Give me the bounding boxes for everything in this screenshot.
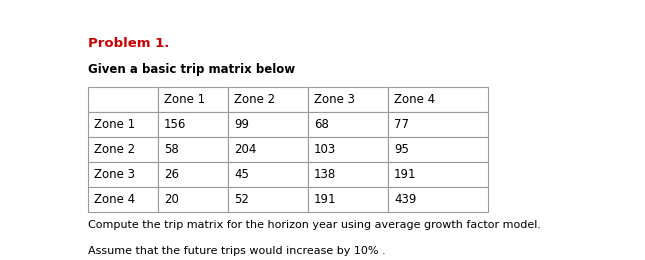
Text: 77: 77 (394, 118, 409, 131)
Text: 439: 439 (394, 193, 417, 206)
Bar (308, 137, 388, 162)
Text: 26: 26 (164, 168, 179, 181)
Text: 138: 138 (314, 168, 336, 181)
Bar (158, 87, 228, 112)
Text: Zone 1: Zone 1 (94, 118, 135, 131)
Bar (308, 187, 388, 212)
Bar (228, 112, 308, 137)
Text: 191: 191 (394, 168, 417, 181)
Bar (88, 162, 158, 187)
Bar (158, 112, 228, 137)
Bar (158, 187, 228, 212)
Bar (158, 162, 228, 187)
Bar (88, 112, 158, 137)
Text: 45: 45 (234, 168, 249, 181)
Text: 68: 68 (314, 118, 329, 131)
Text: Zone 3: Zone 3 (94, 168, 135, 181)
Text: Compute the trip matrix for the horizon year using average growth factor model.: Compute the trip matrix for the horizon … (88, 220, 541, 230)
Text: Zone 2: Zone 2 (94, 143, 135, 156)
Bar (88, 187, 158, 212)
Bar (388, 87, 488, 112)
Bar (158, 137, 228, 162)
Text: 204: 204 (234, 143, 257, 156)
Text: 58: 58 (164, 143, 179, 156)
Bar (388, 112, 488, 137)
Bar (228, 137, 308, 162)
Bar (308, 87, 388, 112)
Bar (388, 187, 488, 212)
Text: 191: 191 (314, 193, 337, 206)
Text: Zone 1: Zone 1 (164, 93, 205, 106)
Text: Given a basic trip matrix below: Given a basic trip matrix below (88, 63, 295, 76)
Bar (388, 162, 488, 187)
Text: 156: 156 (164, 118, 186, 131)
Bar (88, 87, 158, 112)
Text: Problem 1.: Problem 1. (88, 37, 170, 50)
Bar (388, 137, 488, 162)
Bar (228, 187, 308, 212)
Text: 99: 99 (234, 118, 249, 131)
Text: 103: 103 (314, 143, 336, 156)
Text: Zone 3: Zone 3 (314, 93, 355, 106)
Text: Zone 4: Zone 4 (94, 193, 135, 206)
Bar (228, 87, 308, 112)
Text: 52: 52 (234, 193, 249, 206)
Text: 95: 95 (394, 143, 409, 156)
Bar (228, 162, 308, 187)
Text: Zone 2: Zone 2 (234, 93, 275, 106)
Text: 20: 20 (164, 193, 179, 206)
Text: Assume that the future trips would increase by 10% .: Assume that the future trips would incre… (88, 246, 386, 256)
Bar (308, 162, 388, 187)
Bar (308, 112, 388, 137)
Bar (88, 137, 158, 162)
Text: Zone 4: Zone 4 (394, 93, 435, 106)
